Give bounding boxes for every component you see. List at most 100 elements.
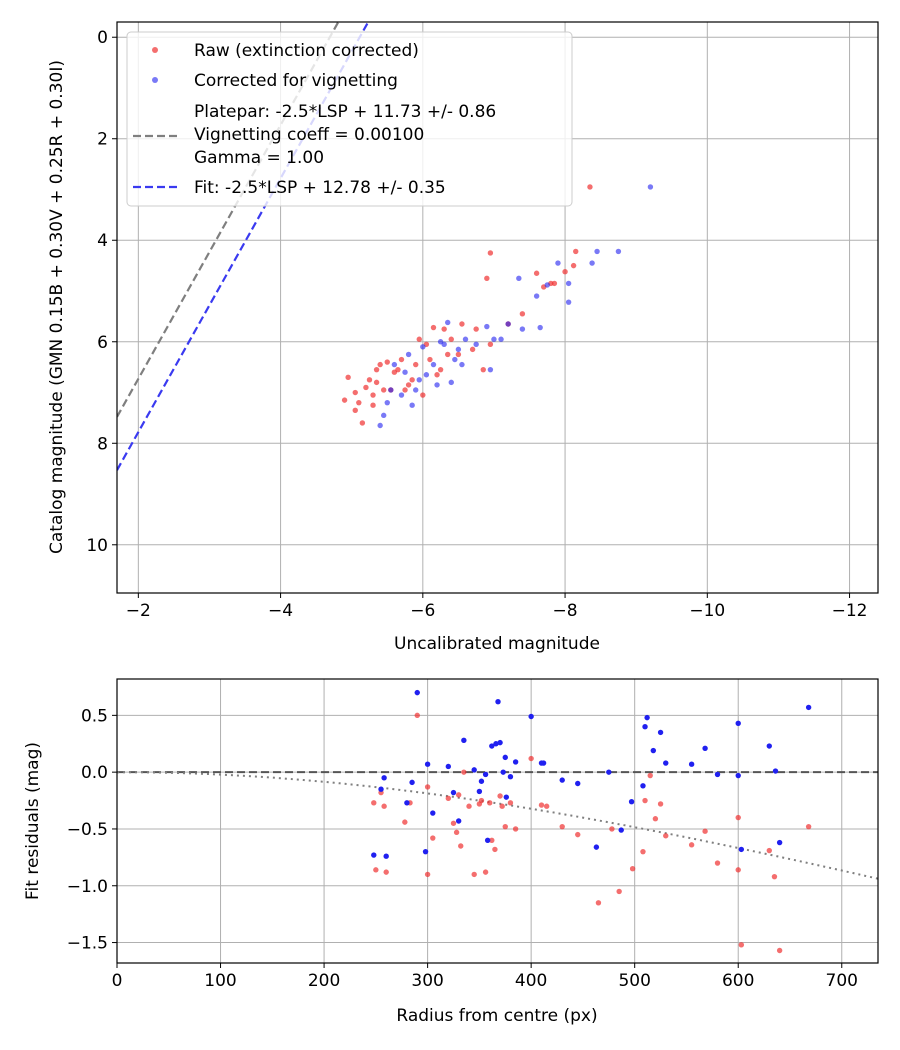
corrected-point xyxy=(565,280,572,287)
corrected-point xyxy=(498,336,504,342)
residuals-lines xyxy=(117,771,878,880)
corrected-point xyxy=(409,402,415,408)
corrected-residual-point xyxy=(559,777,565,783)
corrected-point xyxy=(519,326,526,332)
raw-residual-point xyxy=(609,826,615,832)
x-tick-label: −8 xyxy=(553,601,578,621)
corrected-point xyxy=(462,336,469,342)
corrected-point xyxy=(594,248,600,255)
corrected-point xyxy=(377,422,383,429)
y-tick-label: 0 xyxy=(97,28,108,48)
raw-point xyxy=(391,369,398,375)
corrected-residual-point xyxy=(430,810,436,816)
corrected-point xyxy=(416,377,422,383)
x-tick-label: 200 xyxy=(308,971,340,991)
raw-residual-point xyxy=(657,801,664,807)
raw-residual-point xyxy=(371,800,377,806)
residuals-plot-frame xyxy=(116,678,879,964)
corrected-residual-point xyxy=(512,759,519,765)
raw-residual-point xyxy=(528,755,534,762)
raw-point xyxy=(487,341,494,347)
raw-residual-point xyxy=(492,846,498,853)
legend-fit-label: Fit: -2.5*LSP + 12.78 +/- 0.35 xyxy=(194,178,446,198)
raw-point xyxy=(398,356,405,363)
corrected-residual-point xyxy=(445,763,452,770)
y-tick-label: −1.0 xyxy=(67,877,108,897)
corrected-point xyxy=(459,361,465,368)
corrected-residual-point xyxy=(404,800,410,806)
raw-residual-point xyxy=(538,802,545,808)
corrected-point xyxy=(647,184,654,190)
raw-residual-point xyxy=(414,712,420,719)
corrected-residual-point xyxy=(650,747,657,754)
raw-point xyxy=(519,311,526,317)
corrected-point xyxy=(381,412,387,419)
raw-residual-point xyxy=(458,843,464,849)
corrected-residual-point xyxy=(776,839,783,846)
raw-residual-point xyxy=(507,800,514,806)
corrected-residual-point xyxy=(606,769,612,775)
x-tick-label: −12 xyxy=(832,601,868,621)
raw-residual-point xyxy=(575,831,581,838)
y-tick-label: 8 xyxy=(97,434,108,454)
raw-point xyxy=(445,351,451,358)
raw-point xyxy=(373,366,380,373)
raw-residual-point xyxy=(512,826,519,832)
corrected-residual-point xyxy=(478,778,485,784)
raw-residual-point xyxy=(616,888,622,895)
corrected-residual-point xyxy=(805,704,812,711)
corrected-residual-point xyxy=(714,771,721,778)
corrected-point xyxy=(430,361,437,368)
x-tick-label: 600 xyxy=(722,971,754,991)
raw-point xyxy=(373,379,380,386)
corrected-residual-point xyxy=(461,737,467,744)
corrected-point xyxy=(491,336,497,342)
raw-point xyxy=(409,377,415,383)
corrected-residual-point xyxy=(640,783,646,789)
y-tick-label: 10 xyxy=(86,536,108,556)
raw-residual-point xyxy=(735,867,741,873)
raw-residual-point xyxy=(381,803,387,809)
corrected-point xyxy=(589,260,595,266)
y-tick-label: −1.5 xyxy=(67,934,108,954)
corrected-point xyxy=(388,387,394,393)
corrected-residual-point xyxy=(455,818,462,824)
raw-point xyxy=(487,250,494,256)
legend-corrected-label: Corrected for vignetting xyxy=(194,71,398,91)
corrected-residual-point xyxy=(657,729,664,736)
legend-raw-marker xyxy=(152,47,158,53)
corrected-point xyxy=(391,361,398,368)
corrected-residual-point xyxy=(663,760,669,766)
corrected-residual-point xyxy=(450,789,457,796)
corrected-residual-point xyxy=(482,771,489,778)
raw-point xyxy=(363,384,369,391)
corrected-residual-point xyxy=(493,741,499,747)
raw-residual-point xyxy=(543,803,550,809)
raw-point xyxy=(370,392,376,398)
raw-residual-point xyxy=(647,772,653,779)
legend-platepar-line-3: Gamma = 1.00 xyxy=(194,148,324,168)
calibration-y-axis-label: Catalog magnitude (GMN 0.15B + 0.30V + 0… xyxy=(47,60,67,554)
corrected-residual-point xyxy=(507,773,514,780)
corrected-residual-point xyxy=(409,779,415,786)
raw-residual-point xyxy=(424,784,431,790)
corrected-residual-point xyxy=(766,743,772,749)
corrected-residual-point xyxy=(489,743,495,749)
y-tick-label: 0.0 xyxy=(81,763,108,783)
residuals-x-axis-label: Radius from centre (px) xyxy=(396,1006,597,1026)
raw-point xyxy=(405,382,412,388)
legend-platepar-line-1: Platepar: -2.5*LSP + 11.73 +/- 0.86 xyxy=(194,102,496,122)
corrected-residual-point xyxy=(738,846,745,853)
corrected-residual-point xyxy=(628,798,635,805)
corrected-residual-point xyxy=(422,848,429,855)
raw-point xyxy=(366,377,373,383)
raw-residual-point xyxy=(805,823,812,830)
raw-residual-point xyxy=(466,803,472,809)
corrected-residual-point xyxy=(528,713,534,720)
raw-residual-point xyxy=(487,800,493,806)
calibration-legend: Raw (extinction corrected) Corrected for… xyxy=(126,31,573,207)
corrected-point xyxy=(516,275,522,282)
raw-point xyxy=(448,336,454,342)
raw-point xyxy=(437,366,444,373)
corrected-residual-point xyxy=(381,775,387,781)
